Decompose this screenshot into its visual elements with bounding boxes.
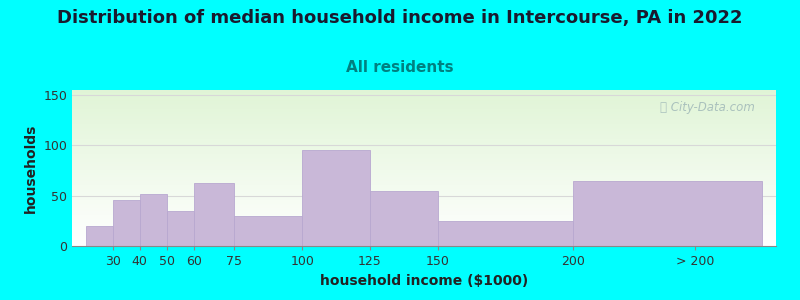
Text: Distribution of median household income in Intercourse, PA in 2022: Distribution of median household income … <box>58 9 742 27</box>
X-axis label: household income ($1000): household income ($1000) <box>320 274 528 288</box>
Bar <box>234 216 302 246</box>
Text: All residents: All residents <box>346 60 454 75</box>
Bar <box>86 226 113 246</box>
Bar <box>438 221 573 246</box>
Y-axis label: households: households <box>24 123 38 213</box>
Bar <box>302 150 370 246</box>
Bar <box>194 183 234 246</box>
Bar <box>370 190 438 246</box>
Bar <box>166 211 194 246</box>
Bar <box>113 200 140 246</box>
Bar <box>140 194 166 246</box>
Text: ⓘ City-Data.com: ⓘ City-Data.com <box>660 101 755 114</box>
Bar <box>573 181 762 246</box>
